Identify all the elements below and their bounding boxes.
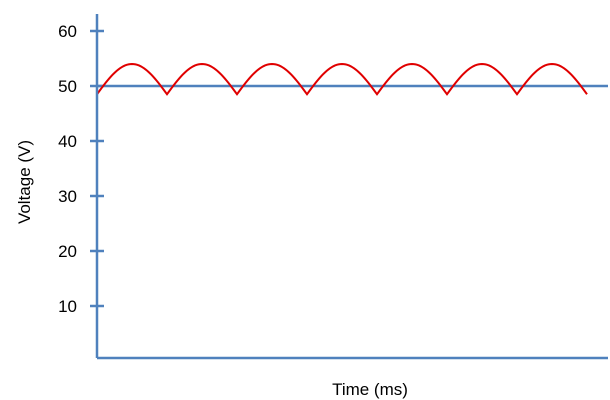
y-tick-label: 10 (58, 297, 77, 316)
x-axis-label: Time (ms) (332, 380, 408, 399)
series-line (96, 62, 588, 96)
y-tick-label: 50 (58, 77, 77, 96)
y-tick-label: 60 (58, 22, 77, 41)
y-tick-label: 40 (58, 132, 77, 151)
y-tick-label: 20 (58, 242, 77, 261)
y-axis-label: Voltage (V) (15, 140, 34, 224)
y-tick-label: 30 (58, 187, 77, 206)
